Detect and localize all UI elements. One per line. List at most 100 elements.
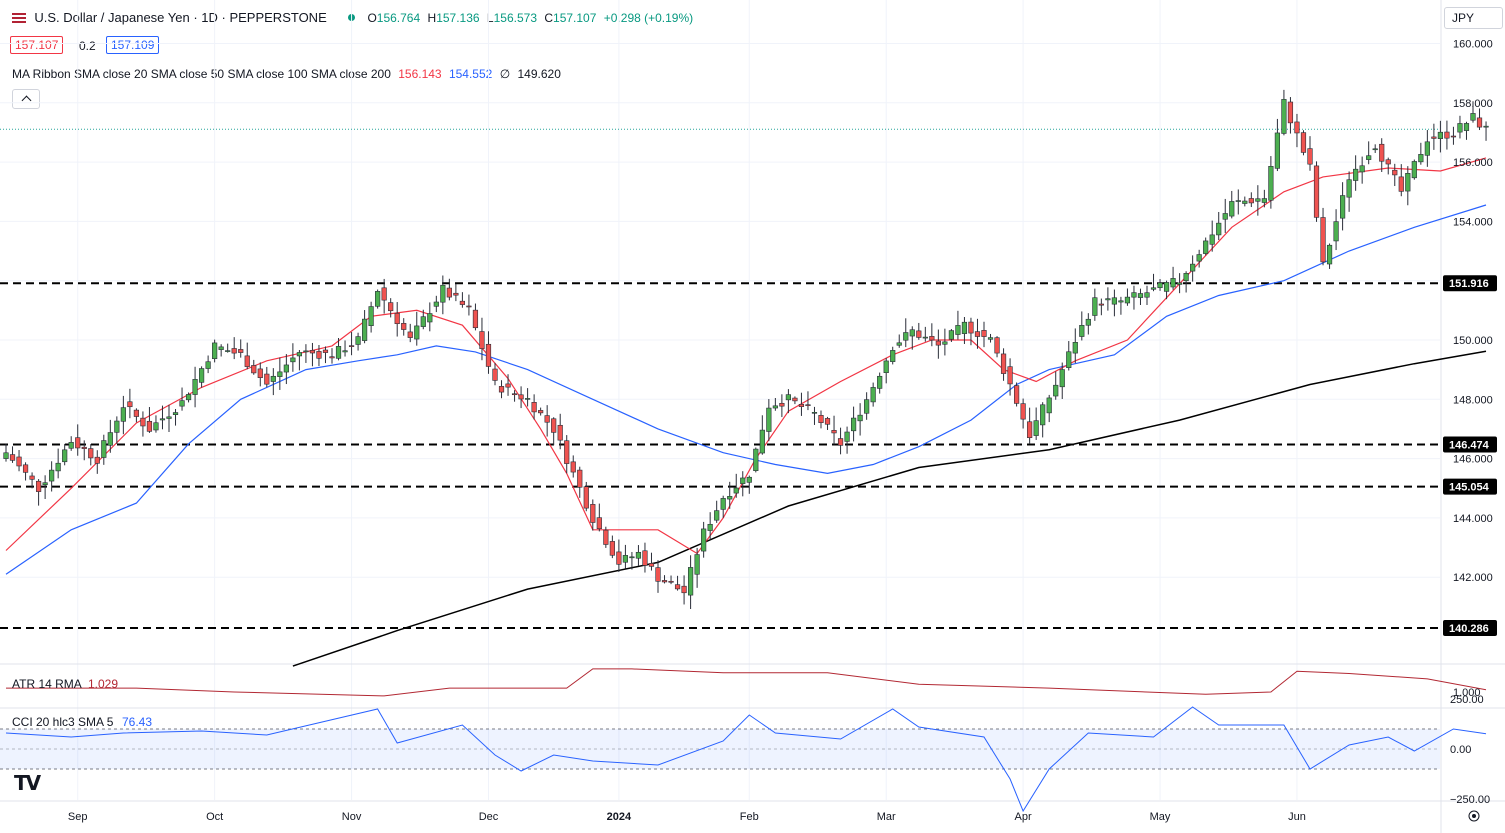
candle-body [661, 580, 668, 583]
candle-body [1190, 263, 1196, 272]
candle [1092, 288, 1098, 321]
price-tick-label: 158.000 [1453, 98, 1493, 110]
candle-body [668, 580, 674, 583]
candle [1411, 159, 1417, 180]
candle-body [707, 523, 713, 531]
candle [1235, 189, 1241, 215]
candle [557, 413, 563, 450]
symbol-title[interactable]: U.S. Dollar / Japanese Yen · 1D · PEPPER… [34, 10, 327, 25]
candle [329, 348, 335, 364]
bid-box[interactable]: 157.107 [10, 36, 64, 54]
candle-body [714, 510, 720, 521]
candle [766, 399, 772, 442]
candle-body [1411, 161, 1417, 179]
candle-body [316, 351, 322, 359]
candle-body [1085, 318, 1091, 326]
candle [1079, 311, 1085, 341]
candle [955, 310, 961, 340]
currency-selector[interactable]: JPY [1444, 7, 1503, 29]
ma200-value: 149.620 [517, 67, 561, 81]
candle [107, 419, 113, 453]
indicator-lines [5, 668, 1487, 813]
candle [1033, 407, 1039, 440]
candle [3, 443, 9, 462]
candle [714, 500, 720, 523]
candle [974, 318, 981, 349]
candle [1163, 280, 1170, 300]
candle-body [1046, 397, 1052, 414]
candle [316, 344, 322, 367]
candle-body [361, 318, 368, 341]
candle-body [577, 469, 583, 488]
candle-body [205, 361, 211, 369]
candle [283, 354, 289, 385]
candle [348, 332, 355, 356]
candle [1242, 196, 1248, 207]
candle [792, 396, 798, 405]
candle-body [948, 330, 954, 340]
candle-body [850, 417, 857, 432]
candle [1431, 123, 1437, 150]
candle [1013, 382, 1020, 407]
candle-body [1013, 385, 1020, 404]
candle-body [616, 551, 622, 565]
candle-body [1444, 131, 1450, 139]
candle [629, 551, 635, 570]
candle-body [538, 410, 544, 414]
price-tick-label: 146.000 [1453, 454, 1493, 466]
cci-line [5, 706, 1487, 813]
candle-body [1366, 155, 1372, 160]
collapse-legend-button[interactable] [12, 89, 40, 109]
candle-body [961, 321, 968, 334]
candle-body [557, 424, 563, 441]
candle [1124, 288, 1131, 306]
candle-body [192, 379, 198, 395]
candle [961, 317, 968, 344]
candle [655, 560, 661, 593]
candle-body [172, 412, 179, 415]
candle [1444, 120, 1450, 150]
candle-body [22, 464, 29, 473]
candle [1046, 394, 1052, 423]
candle [1320, 207, 1326, 266]
ask-box[interactable]: 157.109 [106, 36, 160, 54]
candle [1359, 156, 1365, 184]
candle [1457, 115, 1463, 139]
candle-body [29, 475, 35, 480]
candle [1131, 285, 1137, 310]
ohlc-open: O156.764 [367, 11, 421, 25]
candle [635, 545, 642, 566]
time-tick-label: 2024 [607, 811, 632, 823]
candle-body [453, 292, 459, 296]
candle [394, 302, 400, 337]
time-tick-label: Jun [1288, 811, 1306, 823]
candle [1027, 407, 1033, 444]
candle-body [498, 386, 505, 393]
candle [701, 521, 707, 558]
candle [609, 535, 615, 559]
sma-200-line [292, 350, 1487, 667]
time-tick-label: May [1150, 811, 1171, 823]
candle-body [720, 498, 726, 510]
candle-body [140, 417, 146, 427]
spread-value: 0.2 [79, 39, 96, 53]
settings-gear-icon [1468, 810, 1480, 822]
candle-body [648, 563, 655, 567]
candle-body [479, 331, 485, 349]
candle-body [1072, 342, 1078, 354]
ma-ribbon-legend[interactable]: MA Ribbon SMA close 20 SMA close 50 SMA … [12, 67, 561, 81]
candle-body [1118, 300, 1124, 303]
candle-body [407, 331, 413, 338]
candle [1470, 101, 1476, 123]
candle [277, 357, 283, 390]
candle [238, 339, 244, 358]
candle [427, 302, 433, 332]
candle-body [433, 301, 439, 307]
price-tick-label: 160.000 [1453, 39, 1493, 51]
candle-body [120, 407, 126, 422]
candle [459, 292, 466, 308]
candle [1366, 141, 1372, 165]
candle [140, 411, 146, 437]
candle [401, 318, 407, 336]
